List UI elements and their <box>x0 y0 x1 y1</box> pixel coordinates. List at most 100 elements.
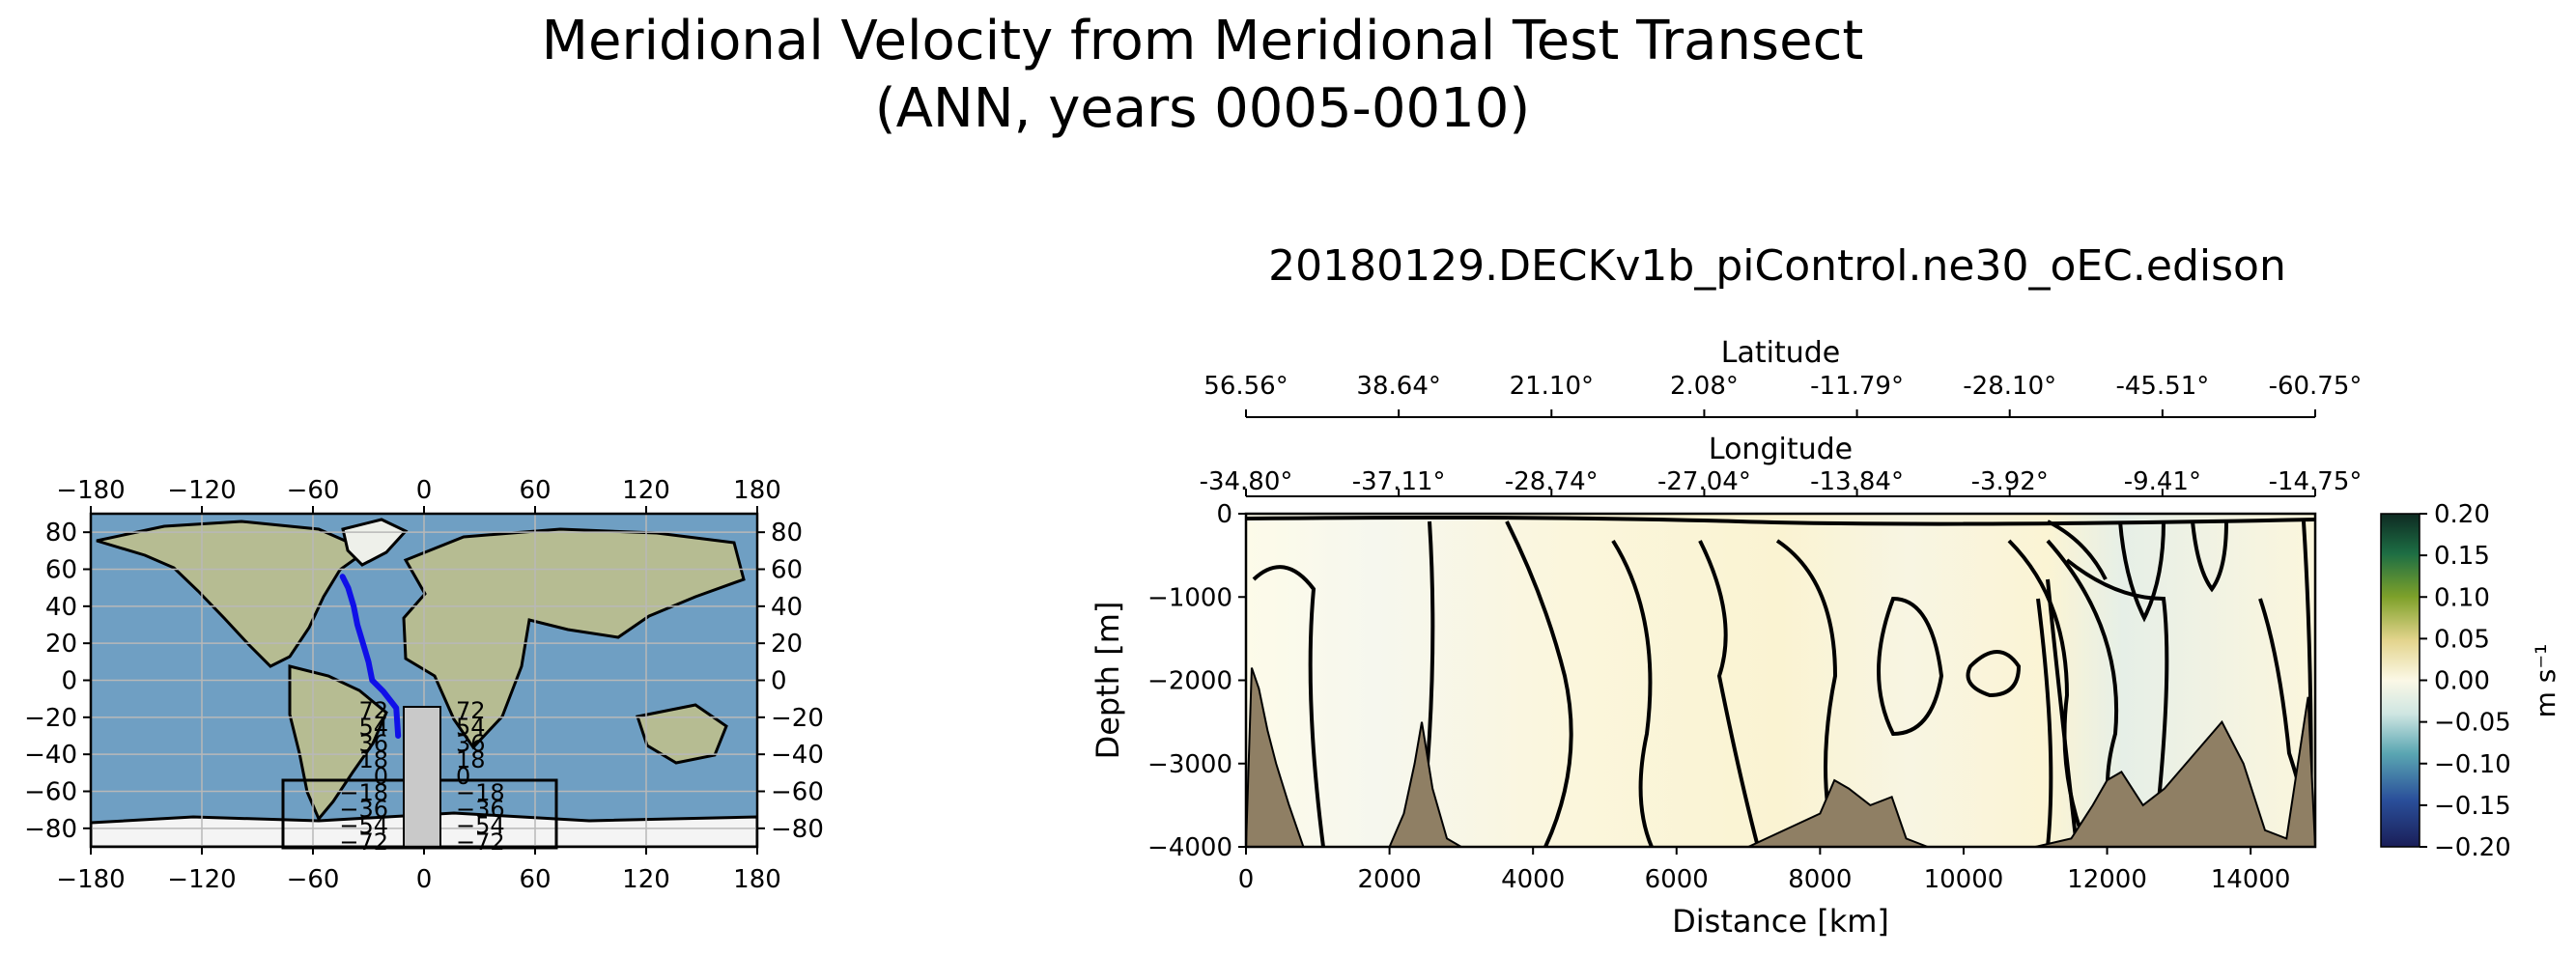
longitude-tick-label: -3.92° <box>1971 467 2049 496</box>
contour-loop-center <box>1877 596 1944 737</box>
figure-title: Meridional Velocity from Meridional Test… <box>0 8 2405 143</box>
colorbar-ticks: 0.20 0.15 0.10 0.05 0.00 −0.05 −0.10 −0.15 −0.20 <box>2420 500 2511 862</box>
inset-gridded-strip <box>403 706 441 848</box>
longitude-tick-label: -37.11° <box>1352 467 1446 496</box>
section-x-tick-label: 0 <box>1238 865 1255 894</box>
map-y-tick-label: 80 <box>45 519 77 548</box>
inset-label-right: 36 <box>456 730 486 757</box>
section-x-tick-label: 4000 <box>1501 865 1565 894</box>
longitude-tick-label: -28.74° <box>1505 467 1599 496</box>
section-y-axis-label: Depth [m] <box>1090 602 1126 760</box>
longitude-tick-label: -34.80° <box>1200 467 1293 496</box>
inset-label-left: −18 <box>339 779 388 806</box>
map-y-tick-label: −40 <box>24 741 77 770</box>
section-y-tick-label: −2000 <box>1147 667 1232 696</box>
map-x-tick-label-top: 120 <box>622 476 670 505</box>
section-y-tick-label: 0 <box>1216 500 1232 529</box>
section-x-tick-label: 14000 <box>2211 865 2291 894</box>
transect-line <box>339 574 402 739</box>
colorbar-tick-label: −0.20 <box>2434 833 2511 862</box>
secondary-axes: Latitude 56.56° 38.64° 21.10° 2.08° -11.79° -2… <box>1200 336 2363 497</box>
latitude-axis-label: Latitude <box>1721 336 1840 370</box>
section-x-tick-label: 6000 <box>1645 865 1709 894</box>
inset-label-right: −54 <box>456 812 505 839</box>
inset-label-right: −18 <box>456 779 505 806</box>
map-x-tick-label: 60 <box>519 865 551 894</box>
map-y-tick-label: −80 <box>24 815 77 844</box>
inset-label-left: 36 <box>358 730 388 757</box>
inset-label-right: −72 <box>456 829 505 856</box>
latitude-tick-label: -28.10° <box>1963 372 2056 401</box>
section-x-tick-label: 8000 <box>1788 865 1852 894</box>
section-panel: 0 2000 4000 6000 8000 10000 12000 14000 0 −1000 −2… <box>1090 336 2362 940</box>
map-x-tick-label: −120 <box>167 865 236 894</box>
inset-label-right: 18 <box>456 746 486 773</box>
continent-greenland <box>341 518 409 567</box>
map-x-tick-label: 120 <box>622 865 670 894</box>
inset-label-left: 18 <box>358 746 388 773</box>
figure-title-line2: (ANN, years 0005-0010) <box>874 77 1531 140</box>
longitude-axis-label: Longitude <box>1709 433 1853 466</box>
contour-loop-east <box>1966 650 2022 698</box>
inset-label-left: 0 <box>374 763 388 790</box>
contour-surface <box>1246 516 2315 526</box>
section-x-tick-label: 12000 <box>2067 865 2147 894</box>
longitude-tick-label: -13.84° <box>1810 467 1904 496</box>
continent-north-america <box>96 520 371 668</box>
colorbar: 0.20 0.15 0.10 0.05 0.00 −0.05 −0.10 −0.15 −0.20… <box>2380 500 2562 862</box>
colorbar-gradient <box>2380 513 2420 848</box>
map-x-tick-label-top: −120 <box>167 476 236 505</box>
map-x-tick-label: −180 <box>56 865 125 894</box>
colorbar-tick-label: 0.15 <box>2434 542 2490 571</box>
map-x-tick-label-top: 0 <box>416 476 433 505</box>
map-y-tick-label-right: −60 <box>771 778 824 807</box>
map-y-tick-label-right: 60 <box>771 556 803 585</box>
inset-label-right: 54 <box>456 714 486 741</box>
contour-east <box>2047 520 2108 580</box>
map-x-tick-label: 0 <box>416 865 433 894</box>
longitude-tick-label: -9.41° <box>2124 467 2201 496</box>
map-continents <box>91 518 757 847</box>
colorbar-tick-label: 0.10 <box>2434 583 2490 612</box>
colorbar-tick-label: 0.05 <box>2434 625 2490 654</box>
map-axes: −180−180−120−120−60−60006060120120180180… <box>24 476 824 894</box>
map-x-tick-label: 180 <box>733 865 781 894</box>
map-y-tick-label: 40 <box>45 593 77 622</box>
latitude-tick-label: 56.56° <box>1203 372 1288 401</box>
section-y-tick-label: −1000 <box>1147 583 1232 612</box>
contour-east-basin-2 <box>2065 558 2169 847</box>
colorbar-tick-label: 0.20 <box>2434 500 2490 529</box>
inset-label-left: −54 <box>339 812 388 839</box>
section-subtitle: 20180129.DECKv1b_piControl.ne30_oEC.edis… <box>1268 241 2286 291</box>
map-y-tick-label: −60 <box>24 778 77 807</box>
map-y-tick-label-right: 80 <box>771 519 803 548</box>
section-axes: 0 2000 4000 6000 8000 10000 12000 14000 0 −1000 −2… <box>1090 500 2290 940</box>
colorbar-tick-label: −0.15 <box>2434 792 2511 821</box>
latitude-tick-label: -11.79° <box>1810 372 1904 401</box>
colorbar-label: m s⁻¹ <box>2530 644 2562 718</box>
contour-cell-3 <box>1698 540 1760 847</box>
contour-cell-2 <box>1611 539 1654 847</box>
contour-east-2 <box>2046 578 2079 847</box>
inset-label-left: 72 <box>358 697 388 724</box>
contour-core-2 <box>2191 520 2228 593</box>
map-y-tick-label-right: 40 <box>771 593 803 622</box>
map-y-tick-label-right: 20 <box>771 630 803 659</box>
section-y-tick-label: −3000 <box>1147 750 1232 779</box>
contour-east-basin <box>2036 598 2053 847</box>
longitude-tick-label: -14.75° <box>2269 467 2363 496</box>
section-x-tick-label: 10000 <box>1924 865 2004 894</box>
latitude-tick-label: 38.64° <box>1356 372 1440 401</box>
map-x-tick-label: −60 <box>287 865 340 894</box>
inset-label-left: −72 <box>339 829 388 856</box>
continent-eurasia-africa <box>402 527 746 750</box>
section-x-tick-label: 2000 <box>1358 865 1422 894</box>
map-y-tick-label-right: −20 <box>771 704 824 733</box>
map-y-tick-label-right: −80 <box>771 815 824 844</box>
bathymetry-land <box>1246 667 2315 847</box>
contour-west <box>1252 565 1325 847</box>
